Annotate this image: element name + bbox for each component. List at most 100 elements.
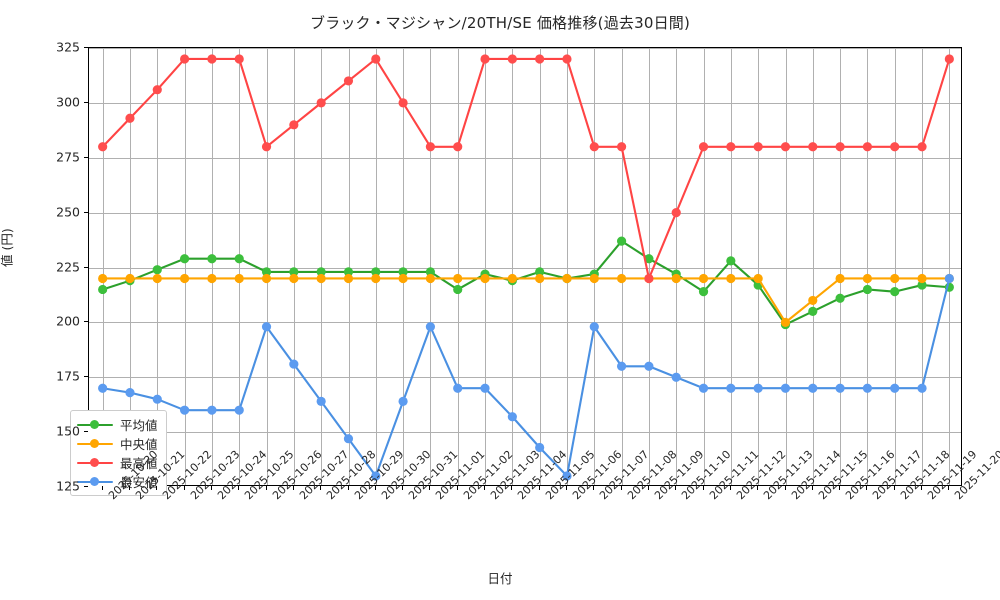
gridline-horizontal — [89, 432, 961, 434]
gridline-vertical — [211, 48, 213, 485]
y-tick-label: 125 — [56, 478, 80, 494]
x-tick-mark — [566, 486, 568, 490]
legend-marker-icon — [77, 457, 113, 469]
gridline-horizontal — [89, 322, 961, 324]
data-point — [289, 273, 299, 284]
data-point — [480, 273, 490, 284]
data-point — [371, 54, 381, 64]
data-point — [917, 273, 927, 284]
x-tick-label: 2025-11-06 — [570, 448, 624, 502]
data-point — [726, 383, 736, 393]
x-tick-mark — [757, 486, 759, 490]
x-tick-mark — [893, 486, 895, 490]
legend-item-3[interactable]: 最高値 — [77, 453, 158, 472]
data-point — [616, 142, 627, 152]
x-tick-label: 2025-11-11 — [707, 448, 761, 502]
x-tick-mark — [129, 486, 131, 490]
data-point — [289, 120, 299, 130]
x-tick-mark — [647, 486, 649, 490]
data-point — [398, 273, 408, 284]
data-point — [234, 273, 244, 284]
data-point — [125, 388, 135, 398]
y-tick-mark — [84, 376, 88, 378]
gridline-horizontal — [89, 267, 961, 269]
x-tick-label: 2025-11-18 — [898, 448, 952, 502]
x-tick-mark — [593, 486, 595, 490]
data-point — [343, 434, 354, 444]
gridline-vertical — [567, 48, 568, 485]
gridline-vertical — [730, 48, 732, 485]
data-point — [808, 295, 818, 306]
data-point — [207, 273, 217, 284]
x-tick-mark — [320, 486, 322, 490]
data-point — [289, 267, 299, 277]
y-tick-mark — [84, 211, 88, 213]
x-tick-label: 2025-10-24 — [215, 448, 269, 502]
x-tick-label: 2025-10-27 — [297, 448, 351, 502]
data-point — [125, 273, 135, 284]
data-point — [343, 273, 354, 284]
legend-item-2[interactable]: 中央値 — [77, 434, 158, 453]
x-tick-mark — [456, 486, 458, 490]
x-tick-label: 2025-11-03 — [488, 448, 542, 502]
data-point — [425, 273, 436, 284]
gridline-vertical — [894, 48, 896, 485]
x-tick-label: 2025-11-09 — [652, 448, 706, 502]
data-point — [152, 394, 162, 404]
legend-marker-icon — [77, 476, 113, 488]
series-3 — [98, 54, 954, 284]
y-tick-mark — [84, 431, 88, 433]
x-tick-mark — [238, 486, 240, 490]
x-tick-mark — [729, 486, 731, 490]
x-tick-label: 2025-11-02 — [461, 448, 515, 502]
data-point — [616, 273, 627, 284]
data-point — [753, 383, 763, 393]
legend-item-1[interactable]: 平均値 — [77, 415, 158, 434]
series-line — [101, 277, 951, 478]
x-tick-label: 2025-11-19 — [925, 448, 979, 502]
data-point — [890, 142, 900, 152]
plot-area — [88, 47, 962, 486]
gridline-vertical — [266, 48, 268, 485]
x-tick-mark — [347, 486, 349, 490]
data-point — [917, 280, 927, 290]
data-point — [890, 383, 900, 393]
data-point — [261, 142, 272, 152]
data-point — [862, 383, 873, 393]
data-point — [835, 383, 845, 393]
data-point — [343, 76, 354, 86]
data-point — [780, 317, 791, 327]
x-tick-mark — [183, 486, 185, 490]
data-point — [261, 322, 272, 332]
data-point — [726, 256, 736, 266]
data-point — [179, 254, 190, 264]
y-tick-mark — [84, 486, 88, 488]
data-point — [780, 142, 791, 152]
data-point — [753, 273, 763, 284]
gridline-vertical — [375, 48, 377, 485]
y-tick-label: 325 — [56, 39, 80, 55]
chart-legend: 平均値 中央値 最高値 最安値 — [70, 410, 167, 496]
gridline-vertical — [184, 48, 186, 485]
gridline-vertical — [867, 48, 869, 485]
x-tick-mark — [292, 486, 294, 490]
x-tick-label: 2025-11-13 — [761, 448, 815, 502]
series-line — [101, 240, 951, 326]
data-point — [644, 254, 654, 264]
series-line — [101, 57, 951, 280]
y-tick-mark — [84, 47, 88, 49]
gridline-vertical — [430, 48, 432, 485]
x-tick-label: 2025-10-21 — [133, 448, 187, 502]
data-point — [616, 236, 627, 246]
data-point — [753, 142, 763, 152]
x-tick-label: 2025-11-20 — [952, 447, 1000, 503]
x-tick-label: 2025-10-31 — [406, 448, 460, 502]
gridline-vertical — [676, 48, 678, 485]
x-tick-label: 2025-11-10 — [679, 448, 733, 502]
gridline-horizontal — [89, 102, 961, 104]
data-point — [589, 142, 599, 152]
data-point — [780, 383, 791, 393]
data-point — [425, 142, 436, 152]
x-tick-label: 2025-11-07 — [597, 448, 651, 502]
